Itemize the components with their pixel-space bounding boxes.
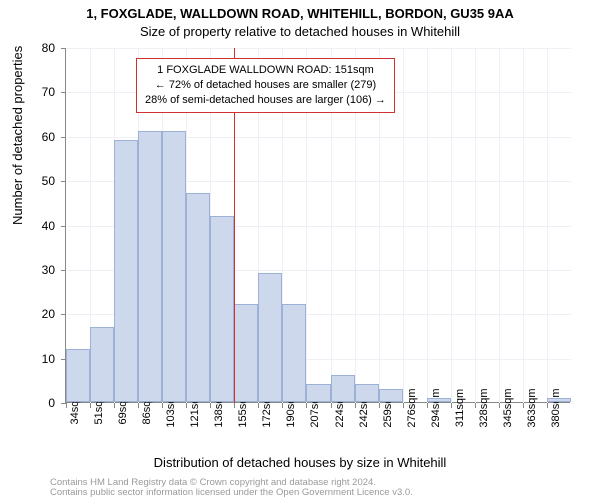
xtick-mark bbox=[258, 403, 259, 408]
xtick-label: 294sqm bbox=[430, 388, 442, 427]
grid-line-v bbox=[499, 48, 500, 403]
xtick-mark bbox=[114, 403, 115, 408]
xtick-mark bbox=[523, 403, 524, 408]
xtick-label: 276sqm bbox=[406, 388, 418, 427]
ytick-label: 40 bbox=[25, 219, 55, 233]
ytick-label: 50 bbox=[25, 174, 55, 188]
xtick-mark bbox=[355, 403, 356, 408]
xtick-mark bbox=[306, 403, 307, 408]
xtick-label: 328sqm bbox=[478, 388, 490, 427]
attribution: Contains HM Land Registry data © Crown c… bbox=[50, 478, 413, 499]
info-line3: 28% of semi-detached houses are larger (… bbox=[145, 93, 386, 108]
xtick-mark bbox=[234, 403, 235, 408]
ytick-mark bbox=[61, 226, 66, 227]
ytick-mark bbox=[61, 270, 66, 271]
grid-line-v bbox=[451, 48, 452, 403]
ytick-label: 70 bbox=[25, 85, 55, 99]
grid-line-v bbox=[403, 48, 404, 403]
xtick-mark bbox=[427, 403, 428, 408]
info-line1: 1 FOXGLADE WALLDOWN ROAD: 151sqm bbox=[145, 63, 386, 78]
xtick-mark bbox=[186, 403, 187, 408]
ytick-mark bbox=[61, 48, 66, 49]
ytick-label: 20 bbox=[25, 307, 55, 321]
info-line2: ← 72% of detached houses are smaller (27… bbox=[145, 78, 386, 93]
bar bbox=[186, 193, 210, 402]
title-subtitle: Size of property relative to detached ho… bbox=[0, 24, 600, 39]
xtick-mark bbox=[138, 403, 139, 408]
title-address: 1, FOXGLADE, WALLDOWN ROAD, WHITEHILL, B… bbox=[0, 6, 600, 21]
xtick-mark bbox=[162, 403, 163, 408]
xtick-label: 363sqm bbox=[526, 388, 538, 427]
xtick-mark bbox=[210, 403, 211, 408]
xtick-mark bbox=[499, 403, 500, 408]
grid-line-v bbox=[547, 48, 548, 403]
xtick-mark bbox=[282, 403, 283, 408]
grid-line-v bbox=[475, 48, 476, 403]
bar bbox=[234, 304, 258, 402]
bar bbox=[258, 273, 282, 402]
bar bbox=[427, 398, 451, 402]
bar bbox=[90, 327, 114, 402]
bar bbox=[210, 216, 234, 402]
xtick-mark bbox=[451, 403, 452, 408]
chart-area: 34sqm51sqm69sqm86sqm103sqm121sqm138sqm15… bbox=[65, 48, 570, 403]
plot: 34sqm51sqm69sqm86sqm103sqm121sqm138sqm15… bbox=[65, 48, 570, 403]
ytick-mark bbox=[61, 137, 66, 138]
ytick-mark bbox=[61, 314, 66, 315]
ytick-label: 0 bbox=[25, 396, 55, 410]
bar bbox=[138, 131, 162, 402]
bar bbox=[282, 304, 306, 402]
ytick-label: 80 bbox=[25, 41, 55, 55]
xtick-label: 345sqm bbox=[502, 388, 514, 427]
bar bbox=[162, 131, 186, 402]
xtick-mark bbox=[475, 403, 476, 408]
ytick-mark bbox=[61, 92, 66, 93]
xtick-mark bbox=[379, 403, 380, 408]
info-box: 1 FOXGLADE WALLDOWN ROAD: 151sqm← 72% of… bbox=[136, 58, 395, 113]
y-axis-label: Number of detached properties bbox=[10, 46, 25, 225]
bar bbox=[114, 140, 138, 402]
bar bbox=[355, 384, 379, 402]
grid-line-v bbox=[523, 48, 524, 403]
grid-line-v bbox=[427, 48, 428, 403]
xtick-mark bbox=[90, 403, 91, 408]
ytick-label: 60 bbox=[25, 130, 55, 144]
xtick-mark bbox=[403, 403, 404, 408]
ytick-mark bbox=[61, 181, 66, 182]
ytick-label: 30 bbox=[25, 263, 55, 277]
bar bbox=[306, 384, 330, 402]
xtick-mark bbox=[331, 403, 332, 408]
bar bbox=[66, 349, 90, 402]
grid-line-h bbox=[66, 48, 571, 49]
bar bbox=[331, 375, 355, 402]
bar bbox=[547, 398, 571, 402]
x-axis-label: Distribution of detached houses by size … bbox=[0, 455, 600, 470]
xtick-mark bbox=[66, 403, 67, 408]
attribution-line2: Contains public sector information licen… bbox=[50, 488, 413, 498]
xtick-mark bbox=[547, 403, 548, 408]
xtick-label: 380sqm bbox=[550, 388, 562, 427]
bar bbox=[379, 389, 403, 402]
xtick-label: 311sqm bbox=[454, 389, 466, 427]
ytick-label: 10 bbox=[25, 352, 55, 366]
